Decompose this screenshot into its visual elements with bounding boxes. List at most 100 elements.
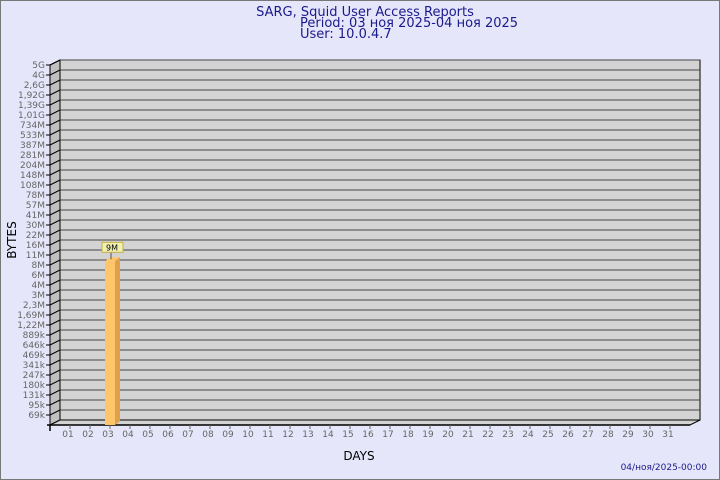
y-tick-label: 2,6G — [24, 81, 45, 91]
y-tick-diagonal — [49, 319, 61, 326]
y-tick-label: 57M — [26, 201, 45, 211]
x-tick-label: 09 — [222, 430, 234, 440]
y-tick-label: 889k — [23, 331, 46, 341]
x-tick-label: 16 — [362, 430, 374, 440]
x-tick-label: 15 — [342, 430, 353, 440]
y-tick-label: 1,69M — [17, 311, 45, 321]
y-tick-label: 22M — [26, 231, 45, 241]
y-tick-diagonal — [49, 219, 61, 226]
x-tick-label: 17 — [382, 430, 393, 440]
data-label-box — [101, 241, 124, 253]
y-tick-diagonal — [49, 409, 61, 416]
y-tick-label: 30M — [26, 221, 45, 231]
y-tick-label: 148M — [20, 171, 45, 181]
y-tick-label: 16M — [26, 241, 45, 251]
y-tick-diagonal — [49, 349, 61, 356]
y-tick-diagonal — [49, 379, 61, 386]
y-tick-diagonal — [49, 109, 61, 116]
y-tick-diagonal — [49, 209, 61, 216]
y-tick-label: 1,01G — [18, 111, 45, 121]
y-tick-label: 11M — [26, 251, 45, 261]
y-tick-diagonal — [49, 229, 61, 236]
footer-timestamp: 04/ноя/2025-00:00 — [621, 463, 708, 473]
x-tick-label: 11 — [262, 430, 273, 440]
x-tick-label: 22 — [482, 430, 493, 440]
x-tick-label: 06 — [162, 430, 174, 440]
y-tick-diagonal — [49, 259, 61, 266]
y-tick-diagonal — [49, 249, 61, 256]
y-tick-diagonal — [49, 149, 61, 156]
y-tick-label: 281M — [20, 151, 45, 161]
y-tick-label: 4G — [32, 71, 45, 81]
y-tick-label: 204M — [20, 161, 45, 171]
x-tick-label: 25 — [542, 430, 553, 440]
x-tick-label: 28 — [602, 430, 614, 440]
y-axis-label: BYTES — [5, 221, 19, 258]
chart-title: SARG, Squid User Access Reports — [256, 5, 474, 20]
y-tick-diagonal — [49, 89, 61, 96]
y-tick-label: 247k — [23, 371, 46, 381]
y-tick-label: 469k — [23, 351, 46, 361]
y-tick-diagonal — [49, 169, 61, 176]
y-tick-label: 8M — [32, 261, 46, 271]
y-tick-label: 78M — [26, 191, 45, 201]
data-label: 9M — [106, 243, 118, 252]
y-tick-diagonal — [49, 309, 61, 316]
x-tick-label: 26 — [562, 430, 574, 440]
chart-subtitle-user: User: 10.0.4.7 — [300, 27, 392, 42]
x-tick-label: 01 — [62, 430, 73, 440]
y-tick-diagonal — [49, 269, 61, 276]
y-tick-diagonal — [49, 329, 61, 336]
x-tick-label: 10 — [242, 430, 254, 440]
x-tick-label: 23 — [502, 430, 513, 440]
y-tick-diagonal — [49, 59, 61, 66]
x-tick-label: 30 — [642, 430, 654, 440]
x-tick-label: 03 — [102, 430, 113, 440]
y-tick-label: 341k — [23, 361, 46, 371]
y-tick-label: 734M — [20, 121, 45, 131]
y-tick-diagonal — [49, 279, 61, 286]
y-tick-diagonal — [49, 289, 61, 296]
x-tick-label: 13 — [302, 430, 313, 440]
y-tick-diagonal — [49, 199, 61, 206]
y-tick-diagonal — [49, 239, 61, 246]
y-tick-label: 387M — [20, 141, 45, 151]
x-tick-label: 24 — [522, 430, 534, 440]
y-tick-label: 2,3M — [23, 301, 45, 311]
y-tick-diagonal — [49, 299, 61, 306]
x-tick-label: 20 — [442, 430, 454, 440]
y-tick-diagonal — [49, 129, 61, 136]
y-tick-diagonal — [49, 139, 61, 146]
y-tick-label: 1,39G — [18, 101, 45, 111]
x-tick-label: 27 — [582, 430, 593, 440]
y-tick-diagonal — [49, 159, 61, 166]
y-tick-diagonal — [49, 339, 61, 346]
y-tick-label: 3M — [32, 291, 46, 301]
x-tick-label: 04 — [122, 430, 134, 440]
y-tick-label: 5G — [32, 61, 45, 71]
y-tick-label: 6M — [32, 271, 46, 281]
y-tick-diagonal — [49, 359, 61, 366]
x-tick-label: 08 — [202, 430, 214, 440]
bar-side — [115, 257, 120, 425]
x-tick-label: 12 — [282, 430, 293, 440]
y-tick-label: 533M — [20, 131, 45, 141]
x-tick-label: 19 — [422, 430, 434, 440]
y-tick-diagonal — [49, 369, 61, 376]
y-tick-diagonal — [49, 99, 61, 106]
x-tick-label: 02 — [82, 430, 93, 440]
y-tick-diagonal — [49, 79, 61, 86]
x-tick-label: 21 — [462, 430, 473, 440]
y-tick-diagonal — [49, 389, 61, 396]
x-tick-label: 18 — [402, 430, 414, 440]
y-tick-label: 131k — [23, 391, 46, 401]
y-tick-label: 1,22M — [17, 321, 45, 331]
x-tick-label: 31 — [662, 430, 673, 440]
x-tick-label: 29 — [622, 430, 634, 440]
x-tick-label: 05 — [142, 430, 153, 440]
y-tick-diagonal — [49, 189, 61, 196]
y-tick-label: 95k — [28, 401, 45, 411]
y-tick-label: 41M — [26, 211, 45, 221]
x-axis-label: DAYS — [343, 449, 374, 463]
